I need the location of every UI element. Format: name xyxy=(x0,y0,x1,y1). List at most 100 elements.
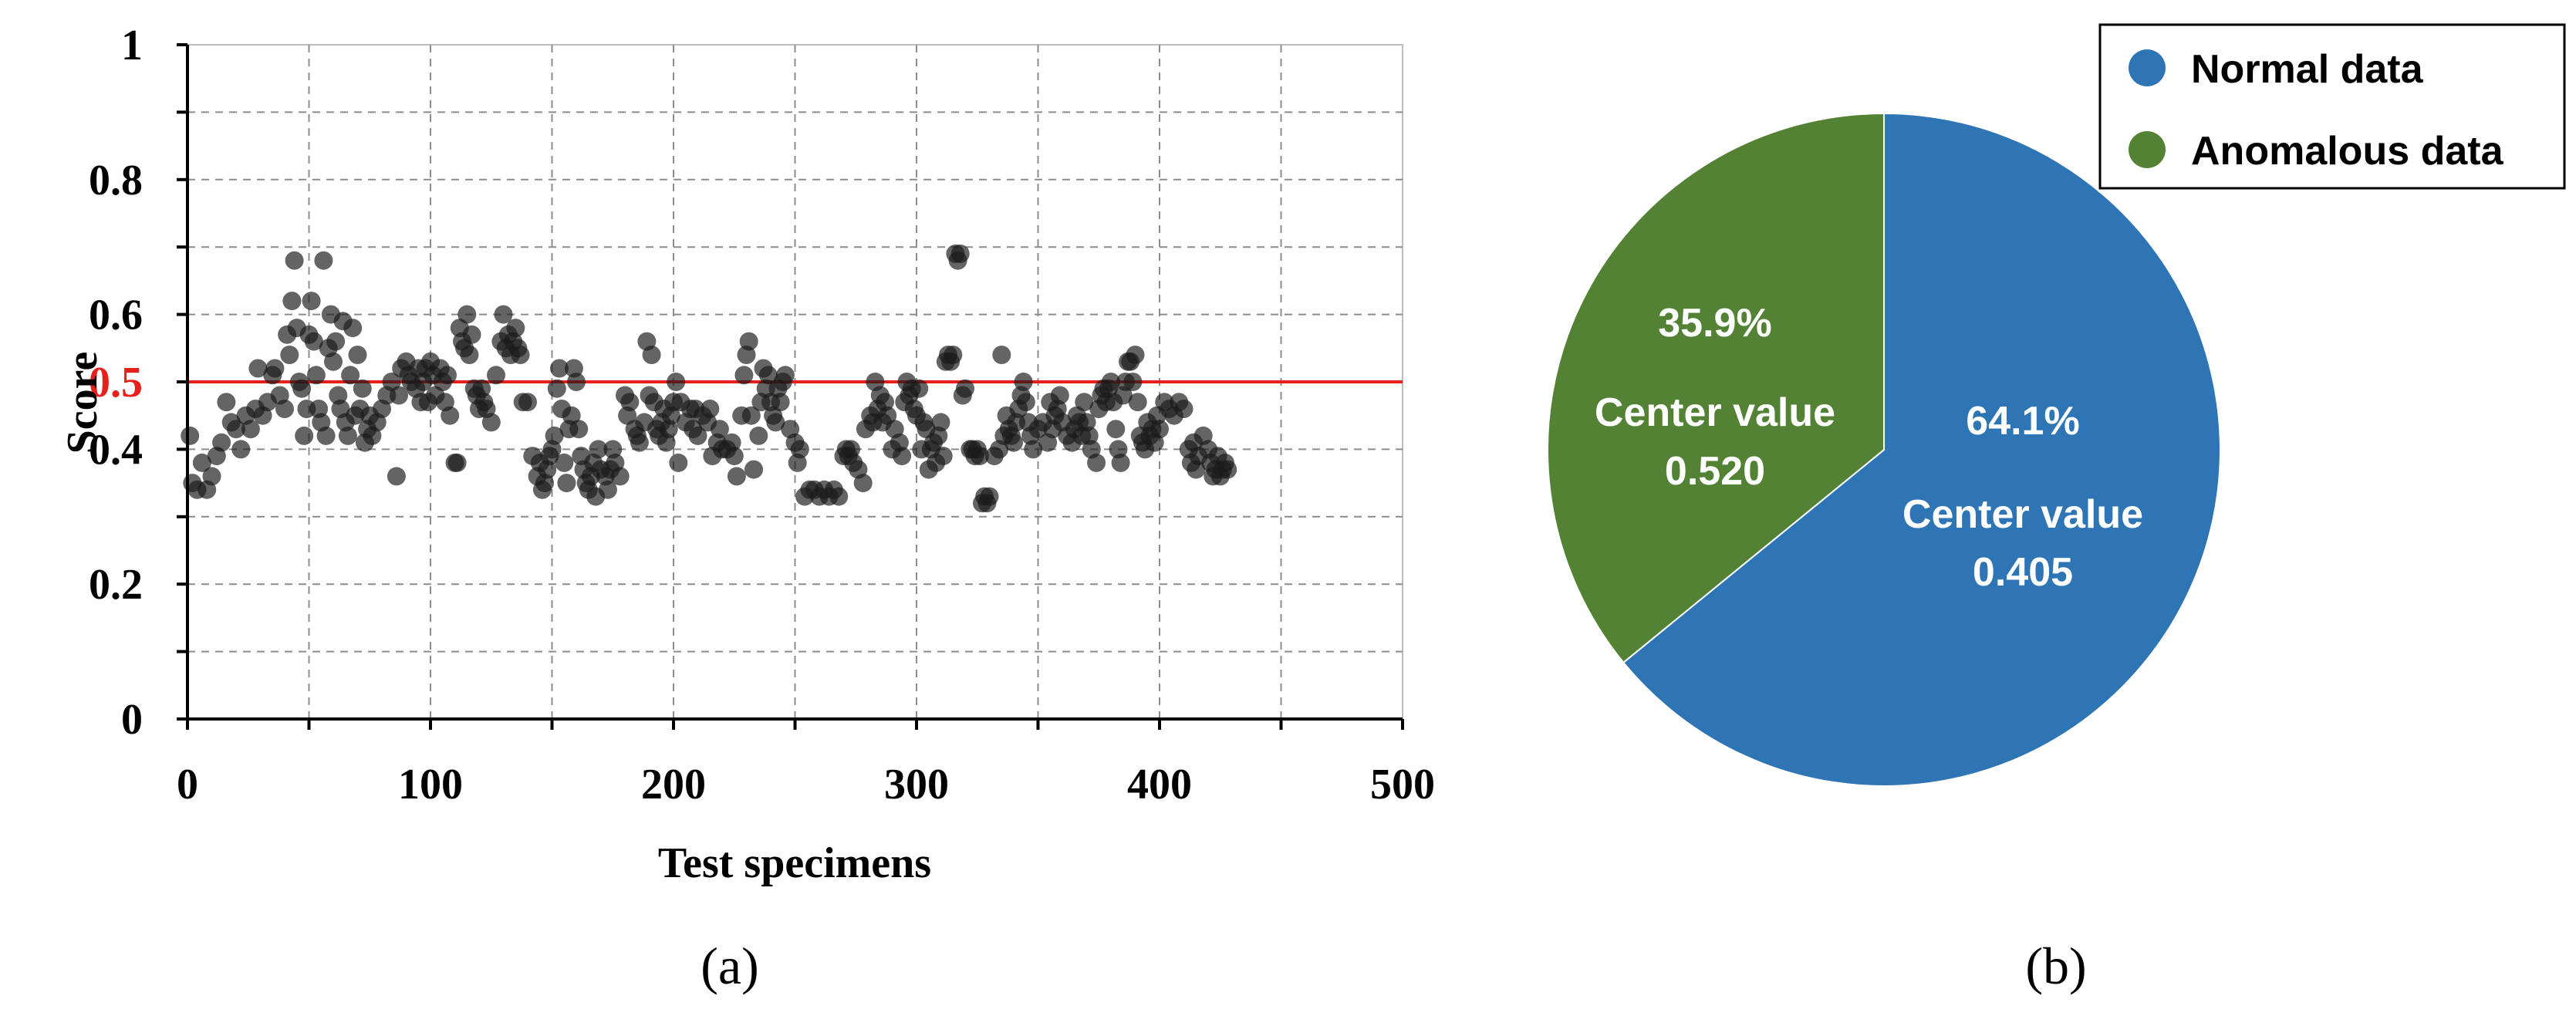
data-point xyxy=(518,393,537,412)
data-point xyxy=(248,359,268,378)
data-point xyxy=(727,467,746,486)
data-point xyxy=(1174,400,1193,418)
data-point xyxy=(494,305,513,324)
data-point xyxy=(241,420,260,439)
data-point xyxy=(343,319,363,338)
x-tick-label: 300 xyxy=(884,761,949,808)
data-point xyxy=(441,406,460,425)
data-point xyxy=(1111,453,1130,472)
data-point xyxy=(557,474,576,493)
data-point xyxy=(931,413,950,432)
pie-panel: 35.9% Center value 0.520 64.1% Center va… xyxy=(1547,23,2566,995)
data-point xyxy=(829,487,849,506)
data-point xyxy=(1075,393,1094,412)
data-point xyxy=(231,440,251,459)
data-point xyxy=(302,292,321,311)
data-point xyxy=(1087,453,1106,472)
data-point xyxy=(390,386,408,405)
data-point xyxy=(462,325,481,344)
panel-label-a: (a) xyxy=(701,937,758,995)
data-point xyxy=(630,433,649,452)
data-point xyxy=(893,447,912,466)
data-point xyxy=(275,400,294,418)
legend-label-anomalous: Anomalous data xyxy=(2191,129,2504,174)
scatter-panel: 00.20.40.60.810.50 100 200 300 400 500 Score … xyxy=(59,22,1435,995)
legend-box xyxy=(2098,23,2566,190)
y-tick-label: 0 xyxy=(121,696,143,744)
x-tick-label: 400 xyxy=(1127,761,1192,808)
pie-chart xyxy=(1547,112,2221,787)
data-point xyxy=(280,346,299,364)
data-point xyxy=(481,413,501,432)
data-point xyxy=(460,346,479,364)
y-tick-label: 1 xyxy=(121,22,143,69)
data-point xyxy=(950,244,970,263)
data-point xyxy=(282,292,302,311)
data-point xyxy=(853,474,873,493)
data-point xyxy=(1050,386,1069,405)
data-point xyxy=(567,373,586,391)
data-point xyxy=(181,426,200,445)
data-point xyxy=(265,359,285,378)
data-point xyxy=(562,406,581,425)
data-point xyxy=(1004,433,1023,452)
data-point xyxy=(1150,420,1169,439)
data-point xyxy=(1218,460,1237,479)
data-point xyxy=(620,393,640,412)
data-point xyxy=(1016,393,1035,412)
data-point xyxy=(314,251,333,270)
data-point xyxy=(1123,373,1143,391)
normal-center-label: Center value xyxy=(1902,492,2143,537)
y-axis-title: Score xyxy=(59,352,106,454)
data-point xyxy=(667,373,686,391)
data-point xyxy=(306,366,326,385)
data-point xyxy=(944,346,963,364)
x-tick-label: 500 xyxy=(1370,761,1435,808)
data-point xyxy=(550,359,569,378)
data-point xyxy=(511,346,530,364)
data-point xyxy=(934,447,953,466)
legend-swatch-normal xyxy=(2129,49,2166,86)
normal-percent-label: 64.1% xyxy=(1966,399,2079,444)
y-tick-label: 0.6 xyxy=(89,292,143,339)
legend-swatch-anomalous xyxy=(2129,131,2166,168)
data-point xyxy=(217,393,236,412)
data-point xyxy=(980,487,999,506)
data-point xyxy=(790,440,809,459)
data-point xyxy=(710,420,729,439)
axis-ticks: 0 0.2 0.4 0.6 0.8 1 0.5 0 100 200 300 400 500 xyxy=(89,22,1435,808)
data-point xyxy=(771,393,790,412)
panel-label-b: (b) xyxy=(2025,937,2086,995)
data-point xyxy=(202,467,221,486)
legend-label-normal: Normal data xyxy=(2191,47,2424,92)
anomalous-center-label: Center value xyxy=(1595,390,1835,435)
data-point xyxy=(758,366,778,385)
data-point xyxy=(744,460,763,479)
data-point xyxy=(741,406,761,425)
y-tick-label: 0.4 xyxy=(89,426,143,474)
data-point xyxy=(970,447,989,466)
data-point xyxy=(316,426,336,445)
data-point xyxy=(589,440,608,459)
data-point xyxy=(555,453,574,472)
data-point xyxy=(547,379,566,398)
normal-center-value: 0.405 xyxy=(1973,550,2073,595)
data-point xyxy=(506,319,525,338)
data-point xyxy=(326,332,346,351)
data-point xyxy=(878,406,897,425)
x-axis-title: Test specimens xyxy=(658,839,931,887)
anomalous-percent-label: 35.9% xyxy=(1658,301,1771,346)
data-point xyxy=(610,467,630,486)
data-point xyxy=(1128,393,1147,412)
data-point xyxy=(766,413,785,432)
data-point xyxy=(642,346,661,364)
data-point xyxy=(1106,420,1126,439)
data-point xyxy=(285,251,304,270)
data-point xyxy=(775,366,795,385)
x-tick-label: 100 xyxy=(398,761,463,808)
data-point xyxy=(353,379,372,398)
data-point xyxy=(1014,373,1033,391)
legend: Normal data Anomalous data xyxy=(2098,23,2566,190)
